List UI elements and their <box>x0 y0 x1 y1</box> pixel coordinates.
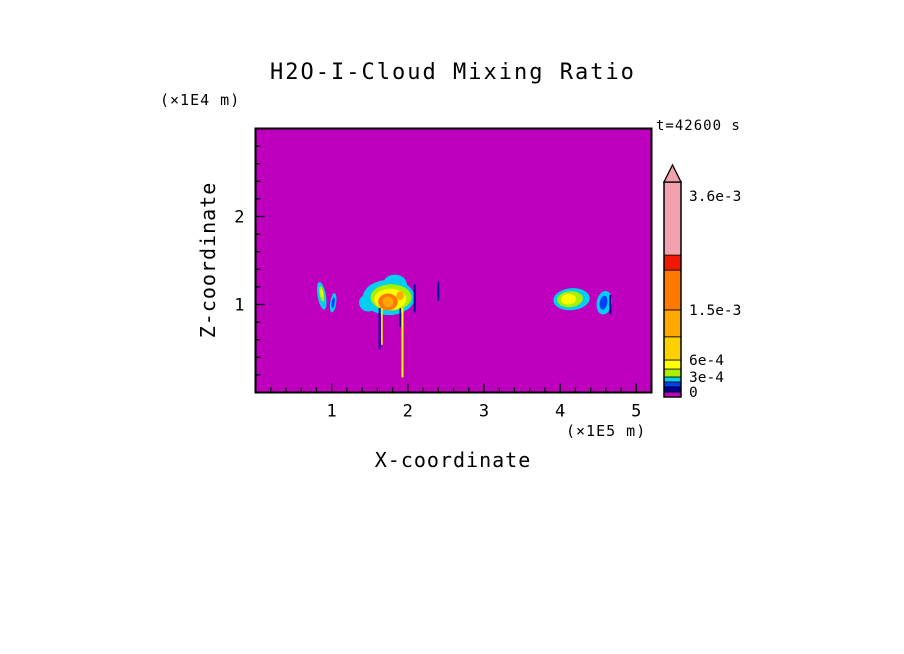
x-axis-unit-label: (×1E5 m) <box>566 422 647 440</box>
colorbar-segment <box>663 368 682 378</box>
colorbar-level-label: 1.5e-3 <box>689 303 741 319</box>
cloud-contour-blob <box>560 293 577 305</box>
x-tick-label: 1 <box>327 402 337 422</box>
chart-title: H2O-I-Cloud Mixing Ratio <box>270 60 636 85</box>
colorbar-level-label: 0 <box>689 385 698 401</box>
colorbar-level-label: 3.6e-3 <box>689 189 741 205</box>
z-tick-label: 1 <box>234 296 244 316</box>
x-tick-label: 3 <box>479 402 489 422</box>
colorbar-overflow-arrow <box>662 163 683 183</box>
field-background <box>255 128 652 393</box>
colorbar-segment <box>663 359 682 370</box>
cloud-contour-blob <box>396 291 405 301</box>
colorbar-segment <box>663 269 682 311</box>
x-tick-label: 5 <box>631 402 641 422</box>
colorbar-segment <box>663 254 682 271</box>
axis-ticks <box>255 145 637 393</box>
cloud-features <box>316 274 613 378</box>
z-tick-label: 2 <box>234 208 244 228</box>
cloud-contour-blob <box>320 289 324 297</box>
x-axis-title: X-coordinate <box>374 448 532 472</box>
colorbar-segment <box>663 336 682 361</box>
x-tick-label: 4 <box>555 402 565 422</box>
cloud-contour-blob <box>599 295 608 310</box>
colorbar-segment <box>663 181 682 256</box>
colorbar-segment <box>663 381 682 388</box>
colorbar-segment <box>663 376 682 383</box>
y-axis-title: Z-coordinate <box>196 181 220 339</box>
y-axis-unit-label: (×1E4 m) <box>160 91 241 109</box>
cloud-contour-blob <box>331 297 335 308</box>
colorbar-segment <box>663 386 682 393</box>
colorbar-level-label: 6e-4 <box>689 353 724 369</box>
time-label: t=42600 s <box>656 118 741 134</box>
colorbar-segment <box>663 309 682 338</box>
cloud-contour-blob <box>382 296 394 308</box>
x-tick-label: 2 <box>403 402 413 422</box>
colorbar-level-label: 3e-4 <box>689 370 724 386</box>
